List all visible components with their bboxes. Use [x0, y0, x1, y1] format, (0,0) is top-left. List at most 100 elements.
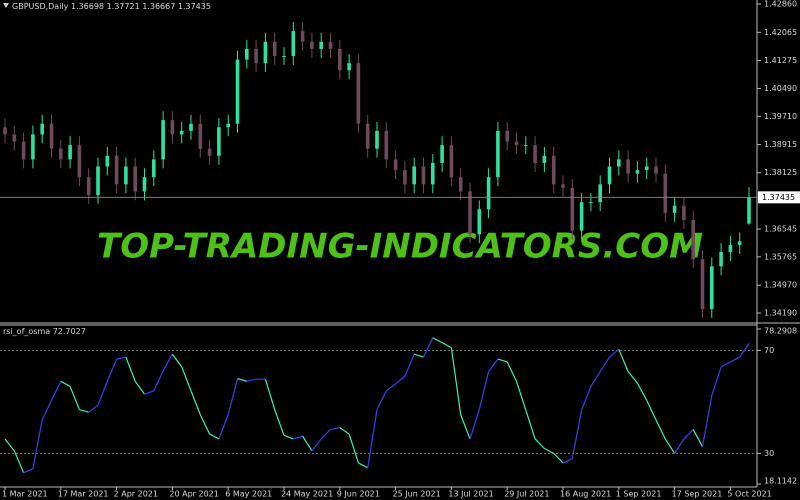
indicator-segment: [636, 382, 648, 401]
candle-body: [133, 166, 137, 192]
candle-body: [524, 145, 528, 147]
candle-body: [291, 31, 296, 57]
candle-body: [617, 159, 621, 167]
candle-body: [245, 48, 249, 60]
y-tick-label: 1.41275: [764, 56, 797, 65]
x-tick-label: 17 Sep 2021: [672, 490, 723, 499]
symbol: GBPUSD,Daily: [12, 2, 69, 11]
candle-body: [533, 145, 537, 163]
indicator-segment: [218, 414, 229, 440]
indicator-segment: [125, 356, 136, 382]
candle-body: [235, 59, 240, 124]
candle-body: [254, 48, 258, 64]
y-tick-label: 1.36545: [764, 225, 797, 234]
x-tick-label: 24 May 2021: [281, 490, 333, 499]
indicator-segment: [311, 438, 322, 452]
indicator-segment: [450, 347, 462, 415]
indicator-segment: [627, 371, 638, 384]
candle-body: [124, 166, 128, 185]
candle-body: [96, 166, 100, 196]
x-tick-label: 9 Jun 2021: [337, 490, 380, 499]
x-tick-label: 25 Jun 2021: [393, 490, 441, 499]
candle-body: [207, 148, 212, 156]
header-high: 1.37721: [107, 2, 140, 11]
indicator-value: 72.7027: [53, 327, 86, 336]
x-tick-label: 17 Mar 2021: [58, 490, 109, 499]
candle-body: [319, 41, 323, 49]
candle-body: [431, 162, 435, 185]
indicator-segment: [88, 404, 99, 413]
candle-body: [700, 259, 705, 310]
indicator-segment: [488, 358, 499, 372]
indicator-segment: [246, 378, 257, 382]
header-close: 1.37435: [178, 2, 211, 11]
y-tick-label: 1.39710: [764, 112, 797, 121]
candle-body: [458, 177, 463, 192]
indicator-segment: [534, 438, 545, 449]
candle-body: [12, 134, 17, 142]
indicator-segment: [506, 361, 518, 382]
indicator-segment: [162, 353, 173, 372]
x-tick-label: 6 May 2021: [225, 490, 272, 499]
indicator-segment: [283, 434, 294, 440]
indicator-segment: [404, 353, 415, 377]
candle-body: [179, 130, 184, 135]
candle-body: [719, 252, 723, 267]
indicator-segment: [599, 356, 611, 372]
indicator-segment: [739, 343, 750, 358]
candle-body: [551, 155, 556, 185]
candle-body: [328, 41, 333, 49]
candle-body: [403, 170, 407, 185]
y-tick-label: 18.1142: [764, 477, 797, 486]
candle-body: [338, 48, 342, 71]
indicator-segment: [227, 378, 239, 415]
x-tick-label: 13 Jul 2021: [448, 490, 493, 499]
indicator-segment: [683, 429, 694, 440]
candle-body: [3, 127, 7, 135]
indicator-segment: [348, 433, 359, 464]
candle-body: [105, 155, 110, 167]
indicator-segment: [264, 379, 276, 410]
indicator-segment: [711, 366, 722, 396]
indicator-segment: [367, 409, 378, 468]
candle-body: [635, 170, 640, 174]
candle-body: [300, 31, 305, 42]
x-tick-label: 20 Apr 2021: [169, 490, 218, 499]
candle-body: [365, 123, 370, 149]
indicator-segment: [730, 356, 740, 363]
x-tick-label: 1 Sep 2021: [616, 490, 662, 499]
indicator-segment: [181, 366, 192, 392]
candle-body: [598, 184, 602, 203]
candle-body: [672, 205, 677, 213]
candle-body: [477, 209, 482, 235]
candle-body: [31, 134, 35, 160]
indicator-segment: [646, 400, 657, 421]
indicator-segment: [460, 414, 471, 440]
candle-body: [644, 166, 649, 171]
y-tick-label: 1.42860: [764, 0, 797, 8]
indicator-segment: [79, 409, 89, 413]
candle-body: [86, 177, 91, 196]
indicator-segment: [581, 386, 592, 411]
indicator-segment: [237, 378, 247, 382]
y-tick-label: 1.34190: [764, 308, 797, 317]
indicator-segment: [134, 380, 145, 395]
indicator-title: rsi_of_osma 72.7027: [3, 327, 86, 336]
indicator-segment: [571, 409, 583, 459]
candle-body: [189, 123, 193, 131]
candle-body: [170, 120, 175, 135]
candle-body: [570, 187, 575, 231]
candle-body: [607, 166, 612, 185]
indicator-segment: [655, 419, 666, 440]
candle-body: [310, 41, 314, 49]
candle-body: [384, 130, 389, 160]
candle-body: [542, 155, 547, 163]
candle-body: [77, 145, 82, 178]
indicator-segment: [330, 427, 340, 431]
indicator-segment: [69, 386, 80, 410]
price-label: 1.37435: [762, 193, 795, 202]
candle-body: [217, 127, 221, 156]
indicator-segment: [664, 438, 676, 454]
indicator-segment: [274, 409, 285, 436]
candle-body: [114, 155, 119, 185]
